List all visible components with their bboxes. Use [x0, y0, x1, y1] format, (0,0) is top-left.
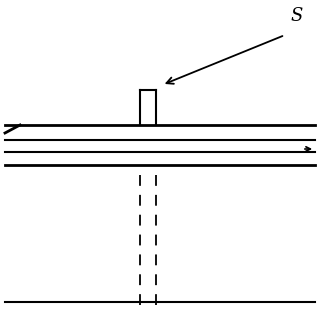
Text: S: S	[290, 7, 302, 25]
